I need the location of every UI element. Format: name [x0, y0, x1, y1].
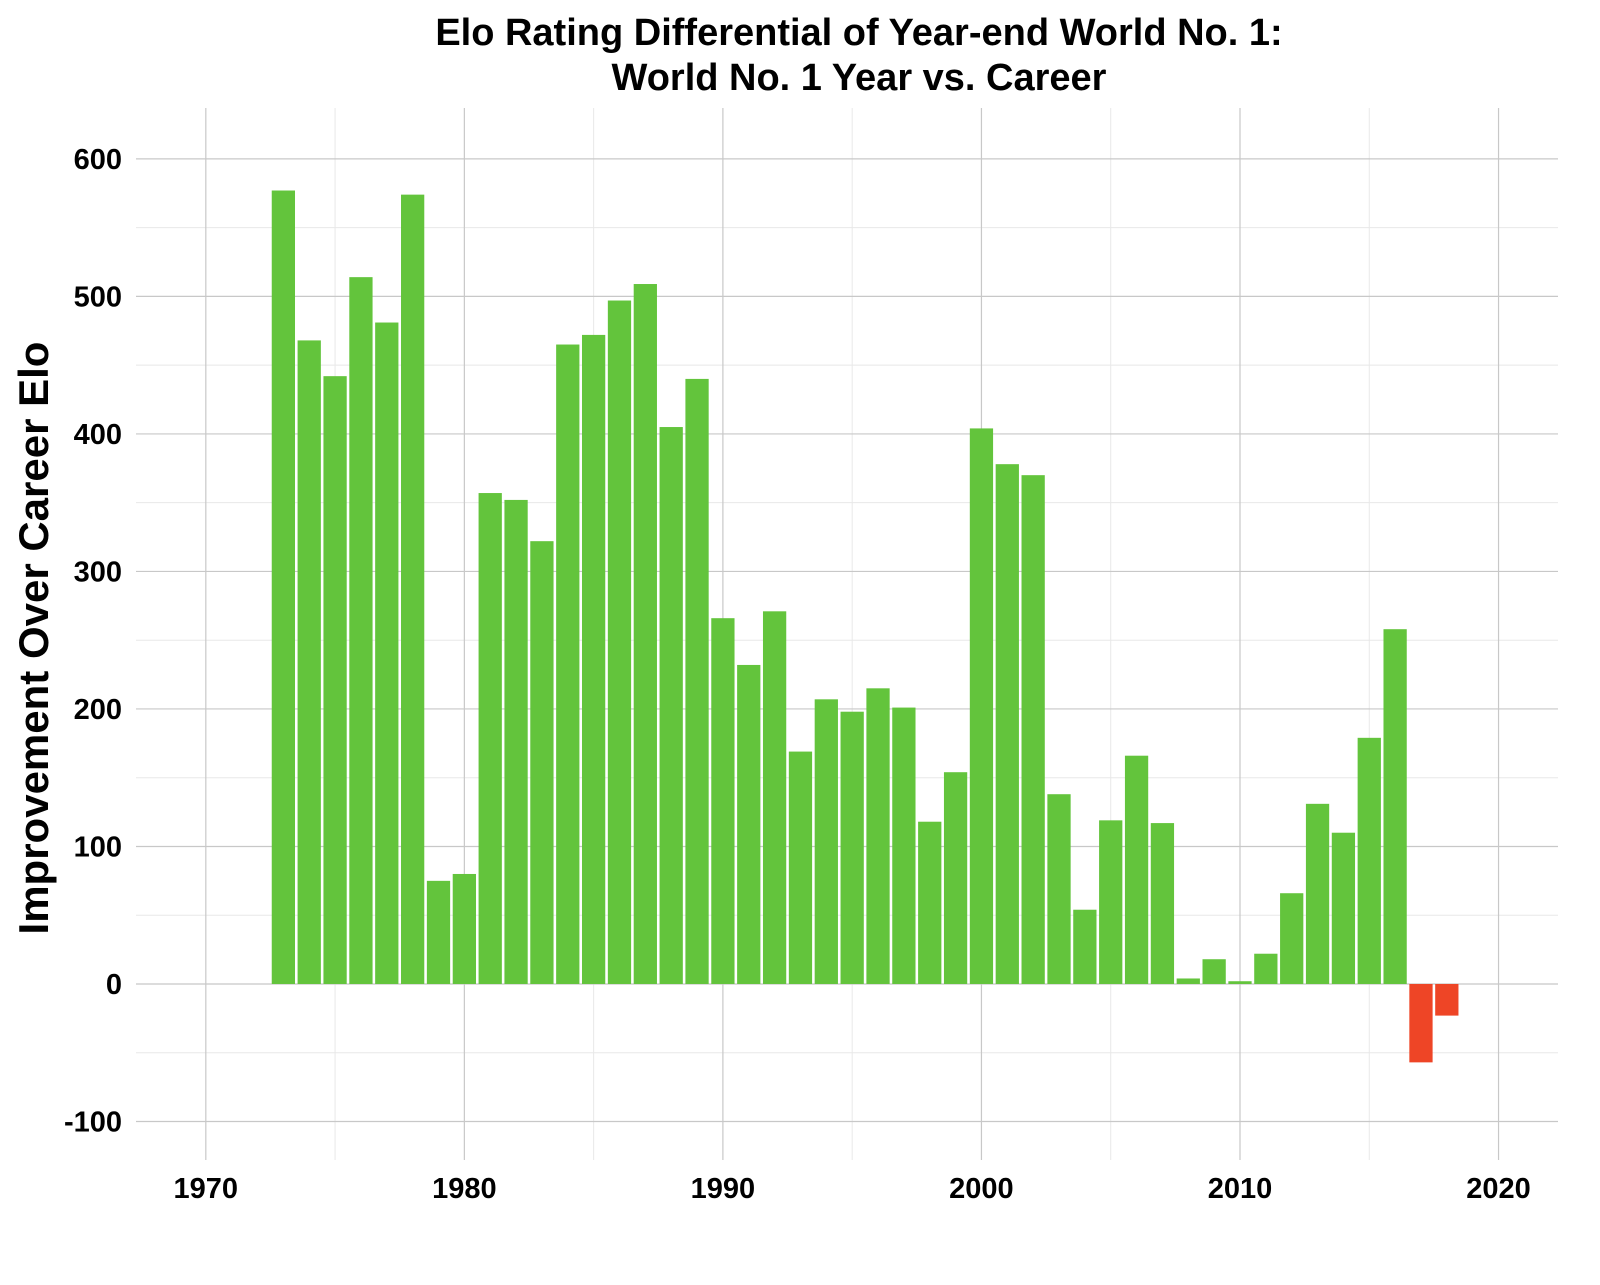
bar-1996	[866, 688, 890, 984]
x-axis-ticks: 1970 1980 1990 2000 2010 2020	[174, 1173, 1531, 1205]
bar-2002	[1021, 475, 1045, 984]
bar-2005	[1099, 820, 1123, 984]
bar-1986	[607, 300, 632, 984]
bar-2017	[1409, 983, 1433, 1063]
bar-2010	[1228, 981, 1252, 984]
bar-1999	[943, 772, 968, 984]
bar-1985	[581, 334, 606, 984]
y-tick-label: 300	[74, 556, 122, 588]
y-axis-label: Improvement Over Career Elo	[10, 342, 57, 935]
bars-layer	[271, 190, 1459, 1063]
y-tick-label: -100	[64, 1106, 122, 1138]
bar-2011	[1254, 953, 1278, 984]
bar-1982	[504, 499, 528, 984]
bar-1987	[633, 284, 657, 984]
bar-1998	[918, 821, 942, 984]
x-tick-label: 2010	[1208, 1173, 1273, 1205]
bar-2016	[1383, 629, 1407, 984]
bar-1997	[892, 707, 916, 984]
bar-1980	[452, 873, 476, 984]
bar-1975	[323, 376, 347, 984]
y-tick-label: 200	[74, 694, 122, 726]
bar-2004	[1073, 909, 1097, 984]
x-tick-label: 1980	[432, 1173, 497, 1205]
bar-1990	[711, 618, 735, 984]
bar-1973	[271, 190, 296, 984]
bar-2000	[969, 428, 994, 984]
chart-title-line1: Elo Rating Differential of Year-end Worl…	[435, 12, 1282, 54]
bar-1978	[401, 194, 425, 984]
y-tick-label: 100	[74, 831, 122, 863]
bar-1992	[762, 611, 787, 984]
bar-2006	[1124, 755, 1149, 984]
bar-2014	[1331, 832, 1356, 984]
bar-2001	[995, 464, 1019, 984]
bar-2018	[1435, 983, 1459, 1016]
bar-1989	[685, 378, 709, 984]
bar-1984	[556, 344, 580, 984]
grid-layer	[136, 108, 1558, 1160]
y-axis-ticks: -100 0 100 200 300 400 500 600	[64, 144, 122, 1139]
bar-1988	[659, 427, 683, 984]
y-tick-label: 400	[74, 419, 122, 451]
bar-2013	[1305, 803, 1330, 984]
y-tick-label: 500	[74, 281, 122, 313]
bar-1974	[297, 340, 321, 984]
bar-1977	[375, 322, 399, 984]
bar-1993	[788, 751, 813, 984]
y-tick-label: 600	[74, 144, 122, 176]
chart-title-line2: World No. 1 Year vs. Career	[612, 57, 1107, 99]
bar-2012	[1280, 893, 1304, 984]
bar-1981	[478, 493, 502, 984]
bar-2015	[1357, 737, 1381, 984]
bar-1983	[530, 541, 554, 984]
x-tick-label: 2020	[1466, 1173, 1531, 1205]
bar-1991	[737, 664, 761, 984]
bar-2008	[1176, 978, 1200, 984]
bar-1995	[840, 711, 864, 984]
bar-2007	[1150, 823, 1175, 984]
x-tick-label: 1990	[691, 1173, 756, 1205]
x-tick-label: 2000	[949, 1173, 1014, 1205]
x-tick-label: 1970	[174, 1173, 239, 1205]
y-tick-label: 0	[106, 969, 122, 1001]
bar-2009	[1202, 959, 1226, 984]
bar-2003	[1047, 794, 1071, 984]
bar-1976	[349, 277, 373, 984]
bar-1979	[426, 880, 451, 984]
bar-1994	[814, 699, 838, 984]
